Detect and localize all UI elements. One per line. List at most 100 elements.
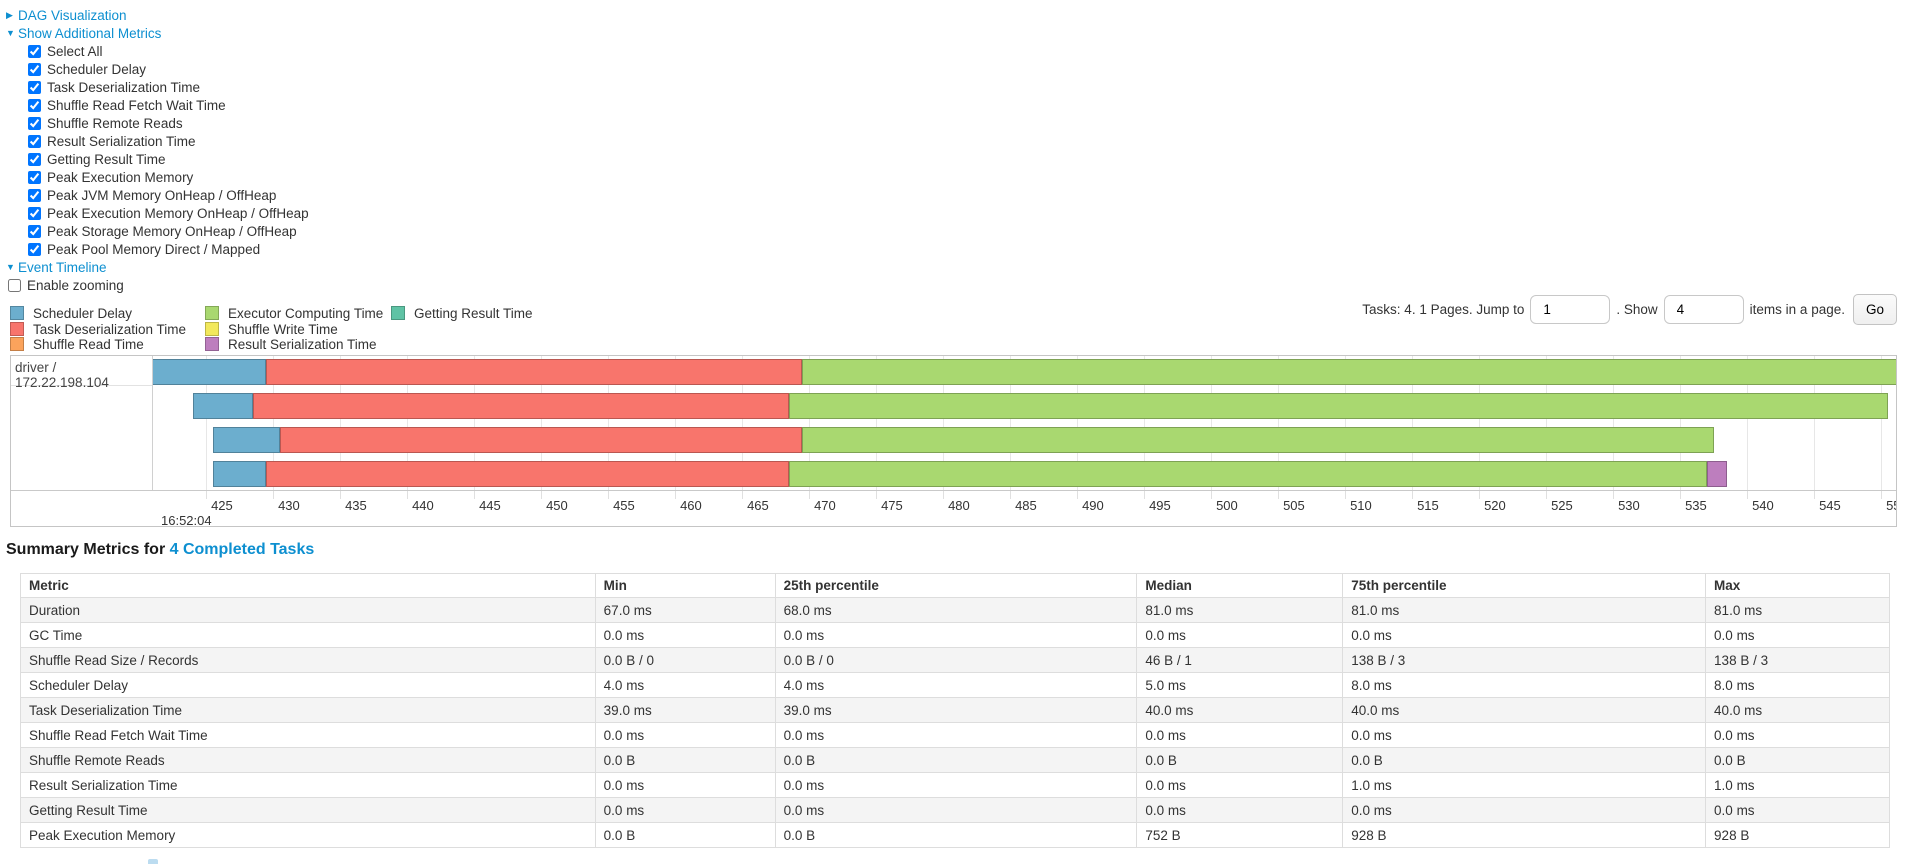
table-row: Result Serialization Time 0.0 ms 0.0 ms 0.0… <box>20 772 1890 798</box>
axis-tick <box>1345 491 1347 499</box>
metric-checkbox-row: Peak JVM Memory OnHeap / OffHeap <box>28 186 309 204</box>
items-per-page-input[interactable] <box>1663 295 1744 324</box>
task-bar-segment-scheduler-delay[interactable] <box>212 427 280 453</box>
timeline-plot-area <box>153 356 1896 490</box>
metric-checkbox-row: Select All <box>28 42 309 60</box>
gridline <box>608 356 610 490</box>
metric-checkbox-label: Task Deserialization Time <box>47 79 201 95</box>
table-cell: 0.0 ms <box>1136 622 1344 648</box>
table-cell: 0.0 ms <box>1342 797 1707 823</box>
legend-label: Scheduler Delay <box>33 306 133 321</box>
axis-tick-label: 535 <box>1685 498 1707 513</box>
show-additional-metrics-toggle[interactable]: ▼ Show Additional Metrics <box>6 24 309 42</box>
legend-label: Getting Result Time <box>414 306 533 321</box>
legend-label: Shuffle Write Time <box>228 321 338 337</box>
task-bar-segment-scheduler-delay[interactable] <box>192 393 253 419</box>
table-cell: 1.0 ms <box>1342 772 1707 798</box>
task-bar-segment-result-serialization[interactable] <box>1706 461 1727 487</box>
axis-tick-label: 540 <box>1752 498 1774 513</box>
gridline <box>273 356 275 490</box>
metric-checkbox[interactable] <box>28 206 41 220</box>
axis-tick <box>1613 491 1615 499</box>
task-bar-segment-task-deserialization[interactable] <box>266 461 789 487</box>
metric-checkbox[interactable] <box>28 116 41 130</box>
axis-tick-label: 530 <box>1618 498 1640 513</box>
metric-checkbox[interactable] <box>28 98 41 112</box>
table-cell: 0.0 ms <box>1342 622 1707 648</box>
metric-checkbox-row: Peak Storage Memory OnHeap / OffHeap <box>28 222 309 240</box>
axis-tick <box>1747 491 1749 499</box>
event-timeline-toggle[interactable]: ▼ Event Timeline <box>6 258 309 276</box>
enable-zooming-checkbox[interactable] <box>8 278 21 292</box>
table-cell: 0.0 ms <box>594 622 776 648</box>
jump-to-page-input[interactable] <box>1530 295 1611 324</box>
gridline <box>1613 356 1615 490</box>
table-cell: Scheduler Delay <box>20 672 596 698</box>
axis-tick-label: 445 <box>479 498 501 513</box>
task-bar-segment-task-deserialization[interactable] <box>266 359 803 385</box>
metric-checkbox-row: Shuffle Read Fetch Wait Time <box>28 96 309 114</box>
task-bar-segment-executor-computing[interactable] <box>802 359 1896 385</box>
gridline <box>407 356 409 490</box>
go-button[interactable]: Go <box>1852 294 1897 325</box>
task-bar-segment-executor-computing[interactable] <box>788 393 1888 419</box>
table-cell: 81.0 ms <box>1342 597 1707 623</box>
task-bar-segment-executor-computing[interactable] <box>802 427 1714 453</box>
task-bar-segment-task-deserialization[interactable] <box>279 427 803 453</box>
axis-tick-label: 475 <box>881 498 903 513</box>
gridline <box>1211 356 1213 490</box>
table-cell: 0.0 B <box>774 822 1138 848</box>
axis-tick <box>943 491 945 499</box>
table-cell: 5.0 ms <box>1136 672 1344 698</box>
legend-item: Result Serialization Time <box>205 337 377 352</box>
show-additional-metrics-label: Show Additional Metrics <box>18 25 162 41</box>
table-header-cell: Min <box>594 573 776 598</box>
executor-group-label: driver / 172.22.198.104 <box>11 356 152 390</box>
dag-visualization-toggle[interactable]: ▶ DAG Visualization <box>6 6 309 24</box>
table-cell: GC Time <box>20 622 596 648</box>
task-pagination: Tasks: 4. 1 Pages. Jump to . Show items … <box>1362 294 1897 325</box>
task-bar-segment-scheduler-delay[interactable] <box>153 359 267 385</box>
metric-checkbox[interactable] <box>28 242 41 256</box>
metric-checkbox-row: Peak Execution Memory <box>28 168 309 186</box>
table-cell: 46 B / 1 <box>1136 647 1344 673</box>
table-cell: 0.0 B <box>1705 747 1890 773</box>
axis-tick <box>1211 491 1213 499</box>
axis-tick-label: 470 <box>814 498 836 513</box>
dag-visualization-label: DAG Visualization <box>18 7 127 23</box>
table-cell: 0.0 ms <box>594 797 776 823</box>
axis-tick <box>876 491 878 499</box>
axis-tick-label: 430 <box>278 498 300 513</box>
table-cell: 8.0 ms <box>1342 672 1707 698</box>
table-cell: 40.0 ms <box>1342 697 1707 723</box>
metric-checkbox[interactable] <box>28 152 41 166</box>
completed-tasks-link[interactable]: 4 Completed Tasks <box>169 541 315 558</box>
legend-label: Executor Computing Time <box>228 306 384 321</box>
metric-checkbox[interactable] <box>28 134 41 148</box>
axis-tick-label: 520 <box>1484 498 1506 513</box>
metric-checkbox[interactable] <box>28 188 41 202</box>
gridline <box>876 356 878 490</box>
axis-tick <box>608 491 610 499</box>
metric-checkbox[interactable] <box>28 80 41 94</box>
metric-checkbox-label: Peak JVM Memory OnHeap / OffHeap <box>47 187 277 203</box>
task-bar-segment-task-deserialization[interactable] <box>252 393 789 419</box>
table-cell: 4.0 ms <box>594 672 776 698</box>
axis-tick-label: 455 <box>613 498 635 513</box>
legend-item: Shuffle Read Time <box>10 337 144 352</box>
metric-checkbox-row: Peak Execution Memory OnHeap / OffHeap <box>28 204 309 222</box>
metric-checkbox[interactable] <box>28 44 41 58</box>
task-bar-segment-executor-computing[interactable] <box>788 461 1707 487</box>
metric-checkbox[interactable] <box>28 170 41 184</box>
axis-tick <box>742 491 744 499</box>
task-bar-segment-scheduler-delay[interactable] <box>212 461 267 487</box>
table-row: Shuffle Remote Reads 0.0 B 0.0 B 0.0 B 0.0 B… <box>20 747 1890 773</box>
gridline <box>742 356 744 490</box>
legend-item: Executor Computing Time <box>205 306 383 321</box>
table-cell: 0.0 ms <box>774 622 1138 648</box>
metric-checkbox[interactable] <box>28 224 41 238</box>
metric-checkbox[interactable] <box>28 62 41 76</box>
gridline <box>943 356 945 490</box>
table-cell: 39.0 ms <box>594 697 776 723</box>
